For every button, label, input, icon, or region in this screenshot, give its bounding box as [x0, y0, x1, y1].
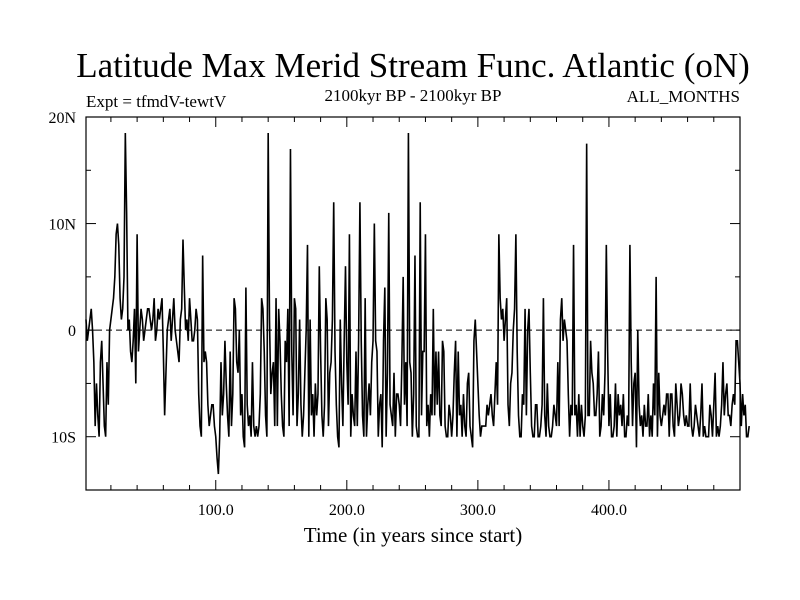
- y-tick-label: 10N: [48, 217, 76, 234]
- experiment-label: Expt = tfmdV-tewtV: [86, 92, 227, 111]
- y-tick-label: 0: [68, 323, 76, 340]
- x-tick-label: 300.0: [460, 502, 496, 519]
- chart-title: Latitude Max Merid Stream Func. Atlantic…: [76, 46, 750, 85]
- y-axis-tick-labels: 20N 10N 0 10S: [48, 110, 76, 447]
- x-axis-label: Time (in years since start): [304, 523, 523, 547]
- series-line: [85, 132, 750, 475]
- x-tick-label: 100.0: [198, 502, 234, 519]
- x-axis-tick-labels: 100.0 200.0 300.0 400.0: [198, 502, 627, 519]
- y-tick-label: 20N: [48, 110, 76, 127]
- x-tick-label: 400.0: [591, 502, 627, 519]
- months-label: ALL_MONTHS: [627, 87, 740, 106]
- y-tick-label: 10S: [51, 430, 76, 447]
- x-tick-label: 200.0: [329, 502, 365, 519]
- period-label: 2100kyr BP - 2100kyr BP: [325, 86, 502, 105]
- plot-frame: [85, 116, 741, 491]
